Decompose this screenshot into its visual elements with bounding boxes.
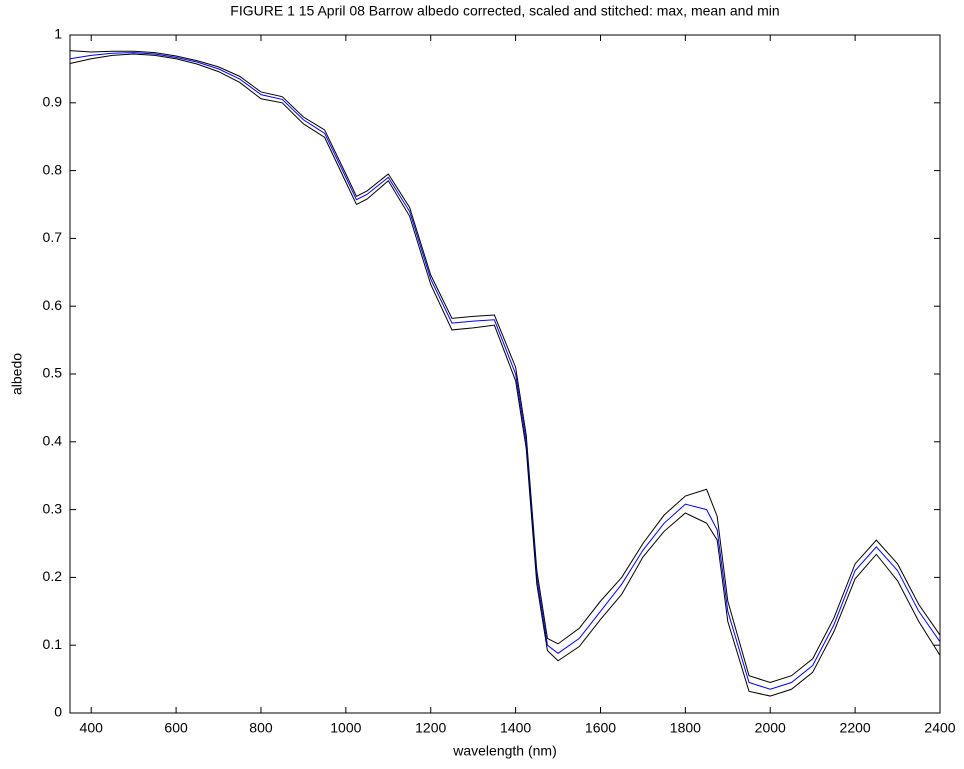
x-tick-label: 1600 <box>585 720 616 736</box>
y-tick-label: 0.9 <box>43 94 63 110</box>
y-tick-label: 0.6 <box>43 297 63 313</box>
x-axis-label: wavelength (nm) <box>452 743 557 759</box>
series-line <box>69 50 941 684</box>
y-tick-label: 0 <box>54 704 62 720</box>
x-tick-label: 800 <box>249 720 273 736</box>
series-line <box>69 52 941 690</box>
series-line <box>69 53 941 697</box>
plot-frame <box>69 34 941 714</box>
y-tick-label: 0.8 <box>43 161 63 177</box>
x-tick-label: 1800 <box>670 720 701 736</box>
x-tick-label: 2000 <box>755 720 786 736</box>
x-tick-label: 600 <box>164 720 188 736</box>
y-tick-label: 0.1 <box>43 636 63 652</box>
y-axis-label: albedo <box>9 353 25 395</box>
x-tick-label: 1400 <box>500 720 531 736</box>
x-tick-label: 2400 <box>924 720 955 736</box>
x-tick-label: 1000 <box>330 720 361 736</box>
y-tick-label: 0.3 <box>43 500 63 516</box>
y-tick-label: 0.7 <box>43 229 63 245</box>
y-tick-label: 1 <box>54 26 62 42</box>
y-tick-label: 0.4 <box>43 433 63 449</box>
x-tick-label: 1200 <box>415 720 446 736</box>
chart-title: FIGURE 1 15 April 08 Barrow albedo corre… <box>230 3 779 19</box>
y-tick-label: 0.2 <box>43 568 63 584</box>
x-tick-label: 400 <box>80 720 104 736</box>
y-tick-label: 0.5 <box>43 365 63 381</box>
x-tick-label: 2200 <box>840 720 871 736</box>
